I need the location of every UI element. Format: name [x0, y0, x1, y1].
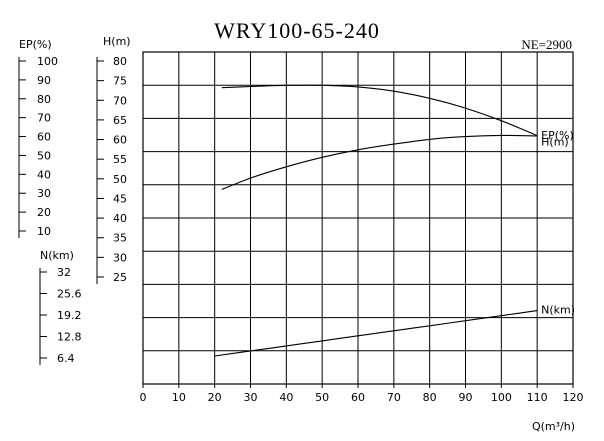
plot-grid: 0 10 20 30 40 50 60 70 80 90 100 110 120 — [140, 51, 584, 404]
ep-tick-label: 60 — [37, 131, 51, 144]
h-tick-label: 75 — [113, 75, 127, 88]
n-tick-label: 6.4 — [57, 352, 75, 365]
x-tick-label: 70 — [387, 391, 401, 404]
h-tick-label: 40 — [113, 212, 127, 225]
curves: H(m)EP(%) N(km) — [214, 84, 575, 357]
n-axis-title: N(km) — [40, 249, 74, 262]
ep-tick-label: 10 — [37, 225, 51, 238]
h-tick-label: 45 — [113, 192, 127, 205]
h-tick-label: 35 — [113, 232, 127, 245]
n-tick-label: 32 — [57, 266, 71, 279]
x-tick-label: 40 — [279, 391, 293, 404]
n-curve — [214, 310, 538, 357]
ep-axis-title: EP(%) — [19, 38, 52, 51]
x-tick-label: 60 — [351, 391, 365, 404]
x-tick-label: 20 — [208, 391, 222, 404]
h-curve — [221, 84, 538, 137]
h-tick-label: 60 — [113, 134, 127, 147]
x-tick-label: 0 — [140, 391, 147, 404]
x-tick-label: 50 — [315, 391, 329, 404]
ep-tick-label: 30 — [37, 187, 51, 200]
x-tick-label: 110 — [527, 391, 548, 404]
ep-tick-label: 70 — [37, 112, 51, 125]
h-tick-label: 30 — [113, 251, 127, 264]
h-tick-label: 50 — [113, 173, 127, 186]
h-tick-label: 25 — [113, 271, 127, 284]
x-tick-label: 10 — [172, 391, 186, 404]
h-tick-label: 55 — [113, 153, 127, 166]
h-curve-label: H(m) — [541, 136, 569, 149]
ep-tick-label: 100 — [37, 55, 58, 68]
n-tick-label: 12.8 — [57, 331, 82, 344]
h-axis-title: H(m) — [103, 35, 131, 48]
scale-axes: 100 90 80 70 60 50 40 30 20 10 80 75 70 65 60 55 50 45 40 3… — [18, 55, 127, 365]
chart-title: WRY100-65-240 — [214, 18, 380, 43]
ep-tick-label: 40 — [37, 168, 51, 181]
x-tick-label: 90 — [459, 391, 473, 404]
n-tick-label: 25.6 — [57, 288, 82, 301]
speed-note: NE=2900 — [521, 37, 572, 52]
h-tick-label: 70 — [113, 94, 127, 107]
ep-tick-label: 80 — [37, 93, 51, 106]
x-tick-label: 120 — [563, 391, 584, 404]
x-tick-label: 100 — [491, 391, 512, 404]
ep-tick-label: 20 — [37, 206, 51, 219]
x-axis-title: Q(m³/h) — [532, 420, 575, 433]
x-tick-label: 80 — [423, 391, 437, 404]
h-tick-label: 65 — [113, 114, 127, 127]
x-tick-label: 30 — [244, 391, 258, 404]
h-tick-label: 80 — [113, 55, 127, 68]
ep-curve — [221, 134, 538, 190]
ep-tick-label: 90 — [37, 74, 51, 87]
ep-tick-label: 50 — [37, 149, 51, 162]
n-tick-label: 19.2 — [57, 309, 82, 322]
ep-curve-label: EP(%) — [541, 129, 574, 142]
n-curve-label: N(km) — [541, 304, 575, 317]
